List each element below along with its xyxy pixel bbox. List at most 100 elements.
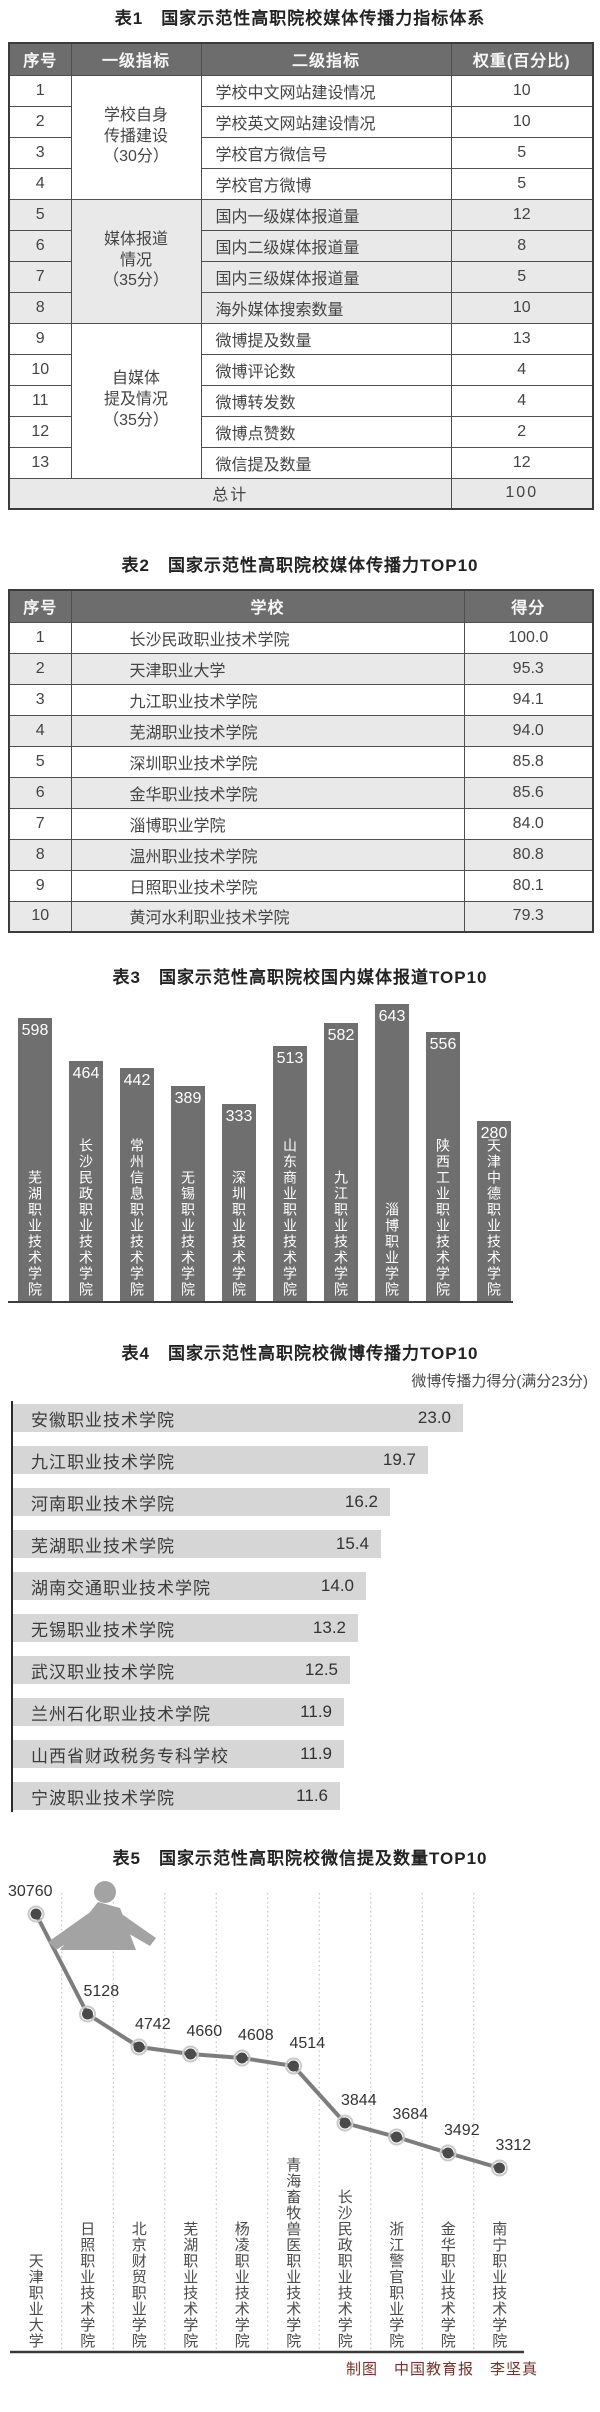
- table-row: 10 微博评论数 4: [8, 353, 594, 386]
- line-chart-canvas: [10, 1893, 524, 2354]
- group-cell: 媒体报道 情况 （35分）: [70, 198, 202, 324]
- group-cell: 自媒体 提及情况 （35分）: [70, 322, 202, 479]
- table-row: 8 温州职业技术学院 80.8: [8, 838, 594, 871]
- bar-value-label: 513: [276, 1050, 304, 1067]
- cell-rank: 10: [8, 900, 72, 933]
- bar-value-label: 16.2: [344, 1492, 378, 1511]
- total-row: 总计 100: [8, 477, 594, 510]
- cell-score: 80.8: [463, 838, 594, 871]
- cell-score: 85.6: [463, 776, 594, 809]
- total-value: 100: [450, 477, 594, 510]
- cell-rank: 3: [8, 683, 72, 716]
- col-header-school: 学校: [70, 589, 465, 623]
- cell-no: 5: [8, 198, 72, 231]
- bar-value-label: 23.0: [417, 1408, 451, 1427]
- bar-category-label: 宁波职业技术学院: [31, 1788, 175, 1808]
- bar-category-label: 武汉职业技术学院: [31, 1662, 175, 1682]
- bar-value-label: 14.0: [320, 1576, 354, 1595]
- bar-category-label: 九江职业技术学院: [333, 1170, 349, 1298]
- bar-category-label: 河南职业技术学院: [31, 1494, 175, 1514]
- chart3-title: 表3 国家示范性高职院校国内媒体报道TOP10: [112, 968, 488, 987]
- table-row: 3 学校官方微信号 5: [8, 136, 594, 169]
- table-row: 6 金华职业技术学院 85.6: [8, 776, 594, 809]
- bar-value-label: 389: [174, 1090, 202, 1107]
- table-row: 1 长沙民政职业技术学院 100.0: [8, 621, 594, 654]
- bar-value-label: 13.2: [312, 1618, 346, 1637]
- bar-value-label: 11.9: [300, 1702, 332, 1721]
- cell-indicator: 学校官方微博: [200, 167, 452, 200]
- cell-weight: 10: [450, 74, 594, 107]
- bar-category-label: 山西省财政税务专科学校: [31, 1746, 229, 1766]
- bar-value-label: 333: [225, 1108, 253, 1125]
- point-category-label: 天津职业大学: [26, 2253, 44, 2349]
- cell-weight: 5: [450, 136, 594, 169]
- point-value-label: 4660: [186, 2023, 223, 2040]
- bar-value-label: 598: [21, 1022, 49, 1039]
- cell-indicator: 学校官方微信号: [200, 136, 452, 169]
- cell-no: 6: [8, 229, 72, 262]
- cell-rank: 2: [8, 652, 72, 685]
- bar-value-label: 19.7: [382, 1450, 416, 1469]
- chart5-title: 表5 国家示范性高职院校微信提及数量TOP10: [112, 1849, 488, 1868]
- point-value-label: 5128: [83, 1983, 120, 2000]
- cell-indicator: 微博提及数量: [200, 322, 452, 355]
- cell-no: 7: [8, 260, 72, 293]
- table-row: 8 海外媒体搜索数量 10: [8, 291, 594, 324]
- bar: 芜湖职业技术学院 15.4: [13, 1530, 381, 1558]
- point-category-label: 长沙民政职业技术学院: [335, 2189, 353, 2349]
- cell-no: 2: [8, 105, 72, 138]
- cell-score: 94.1: [463, 683, 594, 716]
- cell-weight: 12: [450, 446, 594, 479]
- cell-indicator: 微博点赞数: [200, 415, 452, 448]
- point-category-label: 日照职业技术学院: [78, 2221, 96, 2349]
- col-header-level1: 一级指标: [70, 42, 202, 76]
- bar-value-label: 442: [123, 1072, 151, 1089]
- cell-no: 1: [8, 74, 72, 107]
- table-row: 3 九江职业技术学院 94.1: [8, 683, 594, 716]
- bar: 389 无锡职业技术学院: [171, 1086, 205, 1301]
- table-row: 12 微博点赞数 2: [8, 415, 594, 448]
- bar: 安徽职业技术学院 23.0: [13, 1404, 463, 1432]
- cell-indicator: 国内二级媒体报道量: [200, 229, 452, 262]
- cell-rank: 9: [8, 869, 72, 902]
- cell-weight: 4: [450, 353, 594, 386]
- cell-school: 温州职业技术学院: [70, 838, 465, 871]
- cell-indicator: 学校中文网站建设情况: [200, 74, 452, 107]
- bar: 643 淄博职业学院: [375, 1004, 409, 1301]
- cell-school: 金华职业技术学院: [70, 776, 465, 809]
- chart4-subtitle: 微博传播力得分(满分23分): [411, 1373, 588, 1390]
- cell-indicator: 国内一级媒体报道量: [200, 198, 452, 231]
- cell-no: 9: [8, 322, 72, 355]
- cell-school: 黄河水利职业技术学院: [70, 900, 465, 933]
- table-row: 5 媒体报道 情况 （35分） 国内一级媒体报道量 12: [8, 198, 594, 324]
- table-row: 11 微博转发数 4: [8, 384, 594, 417]
- chart4-title: 表4 国家示范性高职院校微博传播力TOP10: [121, 1344, 479, 1363]
- point-value-label: 3492: [444, 2122, 480, 2139]
- cell-rank: 6: [8, 776, 72, 809]
- bar-value-label: 11.6: [296, 1786, 328, 1805]
- table-row: 9 日照职业技术学院 80.1: [8, 869, 594, 902]
- point-value-label: 4608: [238, 2027, 274, 2044]
- weibo-power-bar-chart: 安徽职业技术学院 23.0 九江职业技术学院 19.7 河南职业技术学院 16.2 芜湖职业…: [11, 1401, 592, 1812]
- cell-weight: 2: [450, 415, 594, 448]
- table1-title: 表1 国家示范性高职院校媒体传播力指标体系: [114, 9, 486, 28]
- bar-category-label: 安徽职业技术学院: [31, 1410, 175, 1430]
- cell-no: 12: [8, 415, 72, 448]
- cell-no: 11: [8, 384, 72, 417]
- table-row: 2 天津职业大学 95.3: [8, 652, 594, 685]
- cell-school: 天津职业大学: [70, 652, 465, 685]
- table-row: 4 学校官方微博 5: [8, 167, 594, 200]
- table-row: 1 学校自身 传播建设 （30分） 学校中文网站建设情况 10: [8, 74, 594, 200]
- cell-score: 79.3: [463, 900, 594, 933]
- bar-category-label: 长沙民政职业技术学院: [78, 1138, 94, 1298]
- bar: 九江职业技术学院 19.7: [13, 1446, 428, 1474]
- cell-indicator: 微博转发数: [200, 384, 452, 417]
- cell-weight: 13: [450, 322, 594, 355]
- top10-score-table: 序号 学校 得分 1 长沙民政职业技术学院 100.0 2 天津职业大学 95.3 3 九江职…: [8, 589, 594, 933]
- bar: 武汉职业技术学院 12.5: [13, 1656, 350, 1684]
- cell-rank: 7: [8, 807, 72, 840]
- bar: 464 长沙民政职业技术学院: [69, 1061, 103, 1301]
- point-category-label: 青海畜牧兽医职业技术学院: [284, 2157, 302, 2349]
- bar-category-label: 芜湖职业技术学院: [31, 1536, 175, 1556]
- bar-category-label: 湖南交通职业技术学院: [31, 1578, 211, 1598]
